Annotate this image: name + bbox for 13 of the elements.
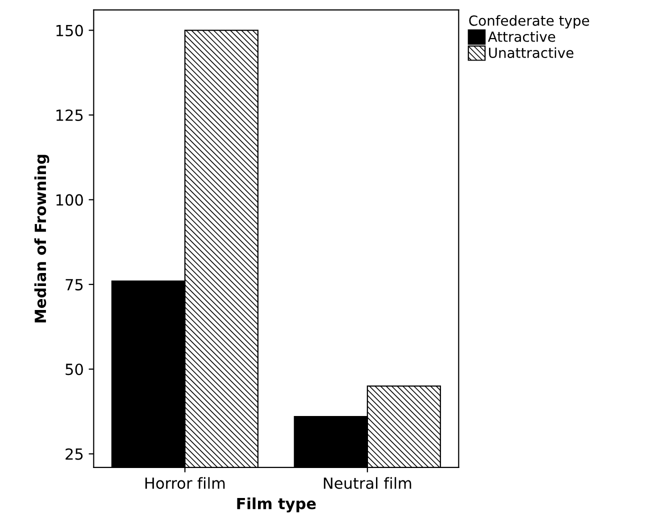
y-tick-label: 100 xyxy=(56,194,83,206)
y-axis-title: Median of Frowning xyxy=(34,154,50,322)
y-tick-label: 75 xyxy=(66,279,83,290)
y-tick-label: 125 xyxy=(56,109,83,122)
legend-label: Unattractive xyxy=(489,47,574,58)
y-tick-label: 25 xyxy=(66,448,83,460)
legend-title: Confederate type xyxy=(469,15,590,29)
x-tick-label: Neutral film xyxy=(324,477,412,489)
x-axis-title: Film type xyxy=(237,497,316,512)
y-tick-label: 150 xyxy=(56,24,83,36)
x-tick-label: Horror film xyxy=(145,477,225,489)
legend-label: Attractive xyxy=(488,31,556,42)
y-tick-label: 50 xyxy=(66,364,83,376)
